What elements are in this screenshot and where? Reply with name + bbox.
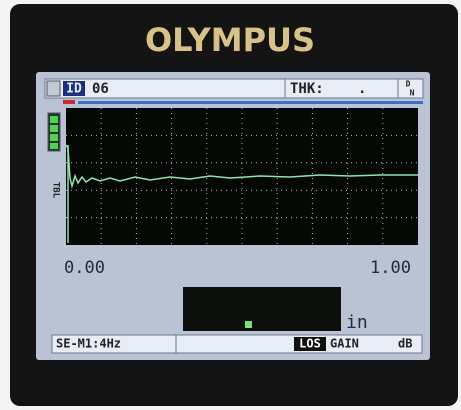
reading-box — [183, 287, 341, 331]
unit: in — [346, 312, 368, 333]
marker — [63, 100, 75, 104]
thk-label: THK: — [290, 81, 324, 97]
battery-cell — [50, 143, 58, 149]
battery-cell — [50, 125, 58, 132]
axis-left: 0.00 — [64, 258, 105, 278]
device-photo: OLYMPUS ID 06 THK: . D N TBL 0.00 1.00 i… — [0, 0, 461, 410]
battery-cell — [50, 116, 58, 123]
side-label: TBL — [51, 182, 61, 199]
file-icon — [47, 81, 60, 96]
battery-cell — [50, 134, 58, 141]
id-value: 06 — [92, 81, 109, 97]
db: dB — [398, 337, 412, 351]
gain: GAIN — [330, 337, 359, 351]
id-label: ID — [66, 82, 82, 97]
thk-value: . — [358, 81, 366, 97]
los: LOS — [299, 337, 321, 351]
mode-top: D — [406, 80, 411, 89]
brand-logo: OLYMPUS — [145, 21, 315, 59]
progress-bar — [78, 101, 423, 104]
mode-bottom: N — [410, 89, 415, 98]
axis-right: 1.00 — [370, 258, 411, 278]
setup: SE-M1:4Hz — [56, 337, 121, 351]
reading-indicator — [245, 321, 252, 328]
